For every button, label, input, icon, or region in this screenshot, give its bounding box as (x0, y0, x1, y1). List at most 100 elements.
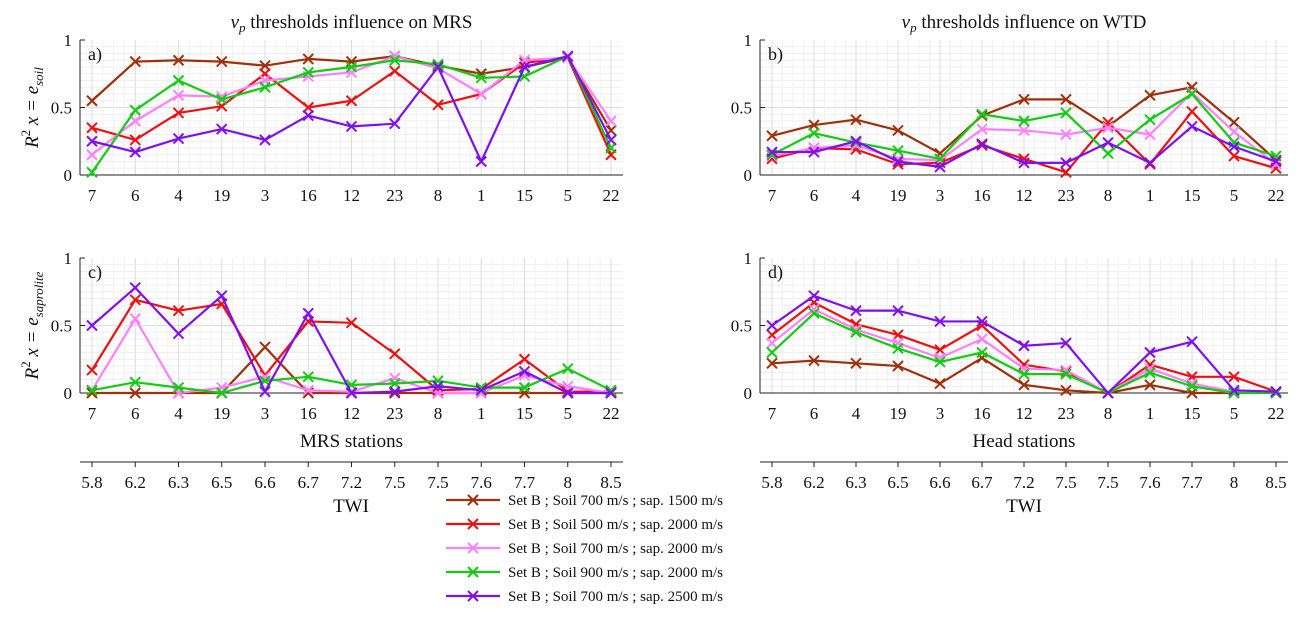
data-point (1186, 335, 1198, 348)
twi-axis-label-left: TWI (333, 496, 369, 517)
series-5 (766, 290, 1282, 399)
data-point (808, 119, 820, 131)
legend-label: Set B ; Soil 500 m/s ; sap. 2000 m/s (508, 517, 723, 533)
x-tick-label: 5 (1230, 404, 1239, 423)
data-point (129, 294, 141, 306)
data-point (432, 380, 444, 392)
legend-entry: Set B ; Soil 700 m/s ; sap. 1500 m/s (446, 493, 723, 509)
data-point (345, 120, 358, 133)
twi-tick-label: 6.5 (887, 473, 908, 492)
series-5 (86, 281, 617, 399)
x-tick-label: 3 (936, 186, 945, 205)
data-point (892, 304, 904, 317)
legend-marker (467, 494, 479, 506)
title-subscript: p (909, 20, 917, 35)
x-tick-label: 23 (1058, 404, 1075, 423)
data-point (172, 327, 185, 340)
data-point (86, 364, 98, 376)
data-point (1186, 88, 1198, 100)
data-point (562, 362, 574, 375)
y-tick-label: 0 (64, 166, 73, 185)
data-point (1228, 140, 1240, 153)
series-4 (86, 50, 617, 179)
data-point (1144, 89, 1156, 102)
data-point (605, 387, 617, 399)
twi-tick-label: 7.7 (1181, 473, 1203, 492)
data-point (766, 357, 778, 370)
twi-axis-left: 5.8 6.2 6.3 6.5 6.6 6.7 7.2 7.5 7.5 7.6 7.7 8 8.5 TW… (80, 461, 623, 517)
data-point (518, 353, 531, 365)
data-point (86, 95, 98, 107)
data-point (934, 315, 946, 328)
data-point (302, 101, 314, 114)
x-tick-label: 23 (1058, 186, 1075, 205)
data-point (1270, 155, 1282, 168)
data-point (172, 89, 185, 102)
data-point (934, 377, 946, 390)
twi-tick-label: 8.5 (1265, 473, 1286, 492)
data-point (1144, 113, 1156, 126)
twi-tick-label: 7.5 (384, 473, 405, 492)
ylabel-mid: x = e (22, 86, 43, 130)
data-point (518, 61, 531, 73)
x-tick-label: 7 (88, 186, 97, 205)
twi-tick-label: 7.5 (1097, 473, 1118, 492)
data-point (1060, 93, 1072, 106)
data-point (1018, 157, 1030, 169)
ylabel-sub: saprolite (31, 271, 46, 317)
data-point (1144, 346, 1156, 359)
data-point (808, 290, 820, 302)
chart-title: vp thresholds influence on MRS (231, 12, 473, 35)
data-point (432, 58, 444, 71)
x-tick-label: 5 (1230, 186, 1239, 205)
twi-tick-label: 6.7 (298, 473, 320, 492)
data-point (86, 135, 98, 147)
data-point (345, 61, 358, 73)
data-point (1144, 379, 1156, 391)
y-tick-label: 0 (744, 384, 753, 403)
legend-entry: Set B ; Soil 700 m/s ; sap. 2000 m/s (446, 541, 723, 557)
data-point (1144, 367, 1156, 379)
data-point (172, 381, 185, 394)
data-point (934, 344, 946, 356)
x-tick-label: 16 (300, 186, 317, 205)
x-axis-title: MRS stations (300, 431, 403, 452)
data-point (934, 356, 946, 368)
legend-label: Set B ; Soil 900 m/s ; sap. 2000 m/s (508, 565, 723, 581)
grid (760, 258, 1288, 393)
data-point (605, 115, 617, 127)
panel-label: a) (88, 44, 102, 65)
data-point (129, 376, 141, 388)
y-tick-label: 0.5 (51, 317, 72, 336)
x-tick-label: 5 (564, 404, 573, 423)
data-point (1018, 340, 1030, 352)
twi-tick-label: 7.2 (341, 473, 362, 492)
x-tick-label: 19 (890, 404, 907, 423)
data-point (345, 317, 358, 329)
data-point (1186, 380, 1198, 392)
twi-tick-label: 7.7 (514, 473, 536, 492)
x-tick-label: 22 (1268, 186, 1285, 205)
data-point (86, 166, 98, 179)
data-point (302, 371, 314, 383)
x-tick-label: 12 (343, 404, 360, 423)
x-tick-label: 1 (1146, 404, 1155, 423)
data-point (129, 134, 141, 146)
x-tick-label: 12 (1016, 186, 1033, 205)
data-point (1060, 166, 1072, 179)
data-point (892, 144, 904, 157)
data-point (172, 304, 185, 317)
data-point (892, 124, 904, 137)
y-axis-label: R2 x = esaprolite (18, 271, 46, 380)
x-tick-label: 4 (852, 404, 861, 423)
x-axis-title: Head stations (973, 431, 1076, 452)
data-point (216, 123, 228, 135)
data-point (892, 342, 904, 355)
data-point (302, 307, 314, 320)
legend-box (441, 488, 799, 616)
data-point (934, 161, 946, 173)
data-point (850, 326, 862, 338)
x-tick-label: 8 (1104, 404, 1113, 423)
data-point (1060, 157, 1072, 169)
panel-d: 0 0.5 1 7 6 4 19 3 16 12 23 8 1 15 5 22 d) Head stations (731, 249, 1288, 452)
